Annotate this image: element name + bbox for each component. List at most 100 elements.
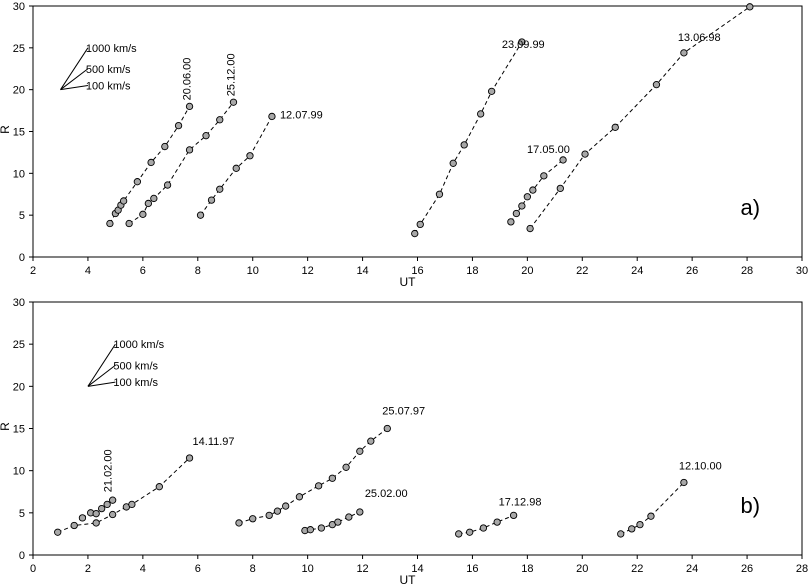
y-tick-label: 25 bbox=[13, 43, 25, 55]
data-point bbox=[246, 152, 254, 160]
series-0-4: 17.05.00 bbox=[507, 144, 570, 226]
series-line bbox=[57, 457, 190, 533]
data-point bbox=[647, 512, 655, 520]
data-point bbox=[185, 102, 194, 111]
reference-line-label: 100 km/s bbox=[86, 80, 131, 92]
series-line bbox=[414, 41, 523, 234]
data-point bbox=[477, 110, 485, 118]
data-point bbox=[147, 158, 155, 167]
y-axis-title: R bbox=[0, 422, 12, 431]
data-point bbox=[455, 530, 463, 538]
x-axis-title: UT bbox=[400, 275, 417, 289]
data-point bbox=[746, 3, 754, 11]
data-point bbox=[416, 220, 424, 229]
series-label: 12.07.99 bbox=[280, 109, 323, 121]
panel-0: 2 4 6 8 10 12 14 16 18 20 22 24 26 28 30051015202530UT… bbox=[0, 1, 808, 289]
series-label: 20.06.00 bbox=[182, 58, 194, 101]
x-tick-label: 2 bbox=[30, 265, 36, 277]
data-point bbox=[636, 520, 644, 529]
data-point bbox=[559, 156, 567, 164]
data-point bbox=[265, 511, 273, 520]
x-tick-label: 0 bbox=[30, 563, 36, 575]
series-label: 17.05.00 bbox=[527, 144, 570, 156]
data-point bbox=[466, 528, 474, 536]
data-point bbox=[232, 164, 240, 172]
series-line bbox=[109, 106, 190, 224]
x-tick-label: 14 bbox=[356, 265, 368, 277]
data-point bbox=[235, 519, 243, 527]
series-1-2: 25.07.97 bbox=[235, 406, 425, 527]
data-point bbox=[509, 511, 518, 520]
data-point bbox=[518, 202, 526, 210]
series-0-1: 25.12.00 bbox=[125, 53, 238, 228]
x-tick-label: 18 bbox=[521, 563, 533, 575]
data-point bbox=[150, 194, 158, 203]
series-label: 21.02.00 bbox=[103, 449, 115, 492]
y-tick-label: 0 bbox=[19, 550, 25, 562]
x-tick-label: 8 bbox=[250, 563, 256, 575]
data-point bbox=[334, 518, 342, 526]
x-tick-label: 28 bbox=[796, 563, 808, 575]
data-point bbox=[98, 504, 106, 513]
y-tick-label: 0 bbox=[19, 252, 25, 264]
data-point bbox=[133, 178, 142, 186]
data-point bbox=[518, 38, 526, 46]
x-tick-label: 24 bbox=[686, 563, 698, 575]
data-point bbox=[125, 219, 133, 228]
series-label: 14.11.97 bbox=[193, 436, 235, 448]
data-point bbox=[493, 518, 501, 526]
x-tick-label: 18 bbox=[466, 265, 478, 277]
data-point bbox=[295, 493, 304, 501]
data-point bbox=[229, 98, 238, 106]
series-label: 12.10.00 bbox=[679, 460, 722, 472]
data-point bbox=[581, 150, 589, 158]
series-0-2: 12.07.99 bbox=[196, 109, 323, 219]
series-label: 25.07.97 bbox=[382, 406, 425, 418]
data-point bbox=[356, 508, 364, 516]
reference-line-label: 100 km/s bbox=[113, 377, 158, 389]
x-tick-label: 8 bbox=[195, 265, 201, 277]
series-label: 13.06.98 bbox=[678, 32, 721, 44]
y-axis-title: R bbox=[0, 125, 12, 134]
data-point bbox=[161, 142, 169, 151]
y-tick-label: 15 bbox=[13, 127, 25, 139]
y-tick-label: 20 bbox=[13, 85, 25, 97]
reference-line bbox=[87, 381, 116, 387]
data-point bbox=[54, 528, 62, 536]
data-point bbox=[103, 500, 111, 509]
x-tick-label: 14 bbox=[411, 563, 423, 575]
data-point bbox=[488, 87, 496, 95]
data-point bbox=[92, 510, 100, 518]
y-tick-label: 10 bbox=[13, 466, 25, 478]
data-point bbox=[512, 209, 521, 218]
panel-label: a) bbox=[740, 195, 760, 220]
reference-line bbox=[87, 364, 116, 387]
data-point bbox=[144, 199, 153, 208]
x-tick-label: 22 bbox=[631, 563, 643, 575]
data-point bbox=[342, 463, 350, 471]
data-point bbox=[356, 447, 364, 455]
data-point bbox=[106, 219, 114, 228]
x-tick-label: 26 bbox=[686, 265, 698, 277]
y-tick-label: 5 bbox=[19, 210, 25, 222]
data-point bbox=[119, 197, 128, 205]
data-point bbox=[479, 524, 488, 532]
data-point bbox=[460, 141, 468, 149]
series-0-3: 23.09.99 bbox=[411, 38, 545, 238]
x-tick-label: 20 bbox=[576, 563, 588, 575]
x-tick-label: 2 bbox=[85, 563, 91, 575]
data-point bbox=[306, 526, 315, 534]
x-tick-label: 24 bbox=[631, 265, 643, 277]
data-point bbox=[680, 49, 688, 57]
data-point bbox=[174, 121, 183, 130]
data-point bbox=[155, 483, 163, 491]
data-point bbox=[128, 500, 136, 509]
x-tick-label: 22 bbox=[576, 265, 588, 277]
reference-line bbox=[60, 68, 89, 91]
x-tick-label: 4 bbox=[85, 265, 91, 277]
x-tick-label: 4 bbox=[140, 563, 146, 575]
data-point bbox=[507, 218, 515, 226]
data-point bbox=[108, 496, 117, 504]
data-point bbox=[556, 184, 564, 193]
data-point bbox=[411, 229, 419, 238]
